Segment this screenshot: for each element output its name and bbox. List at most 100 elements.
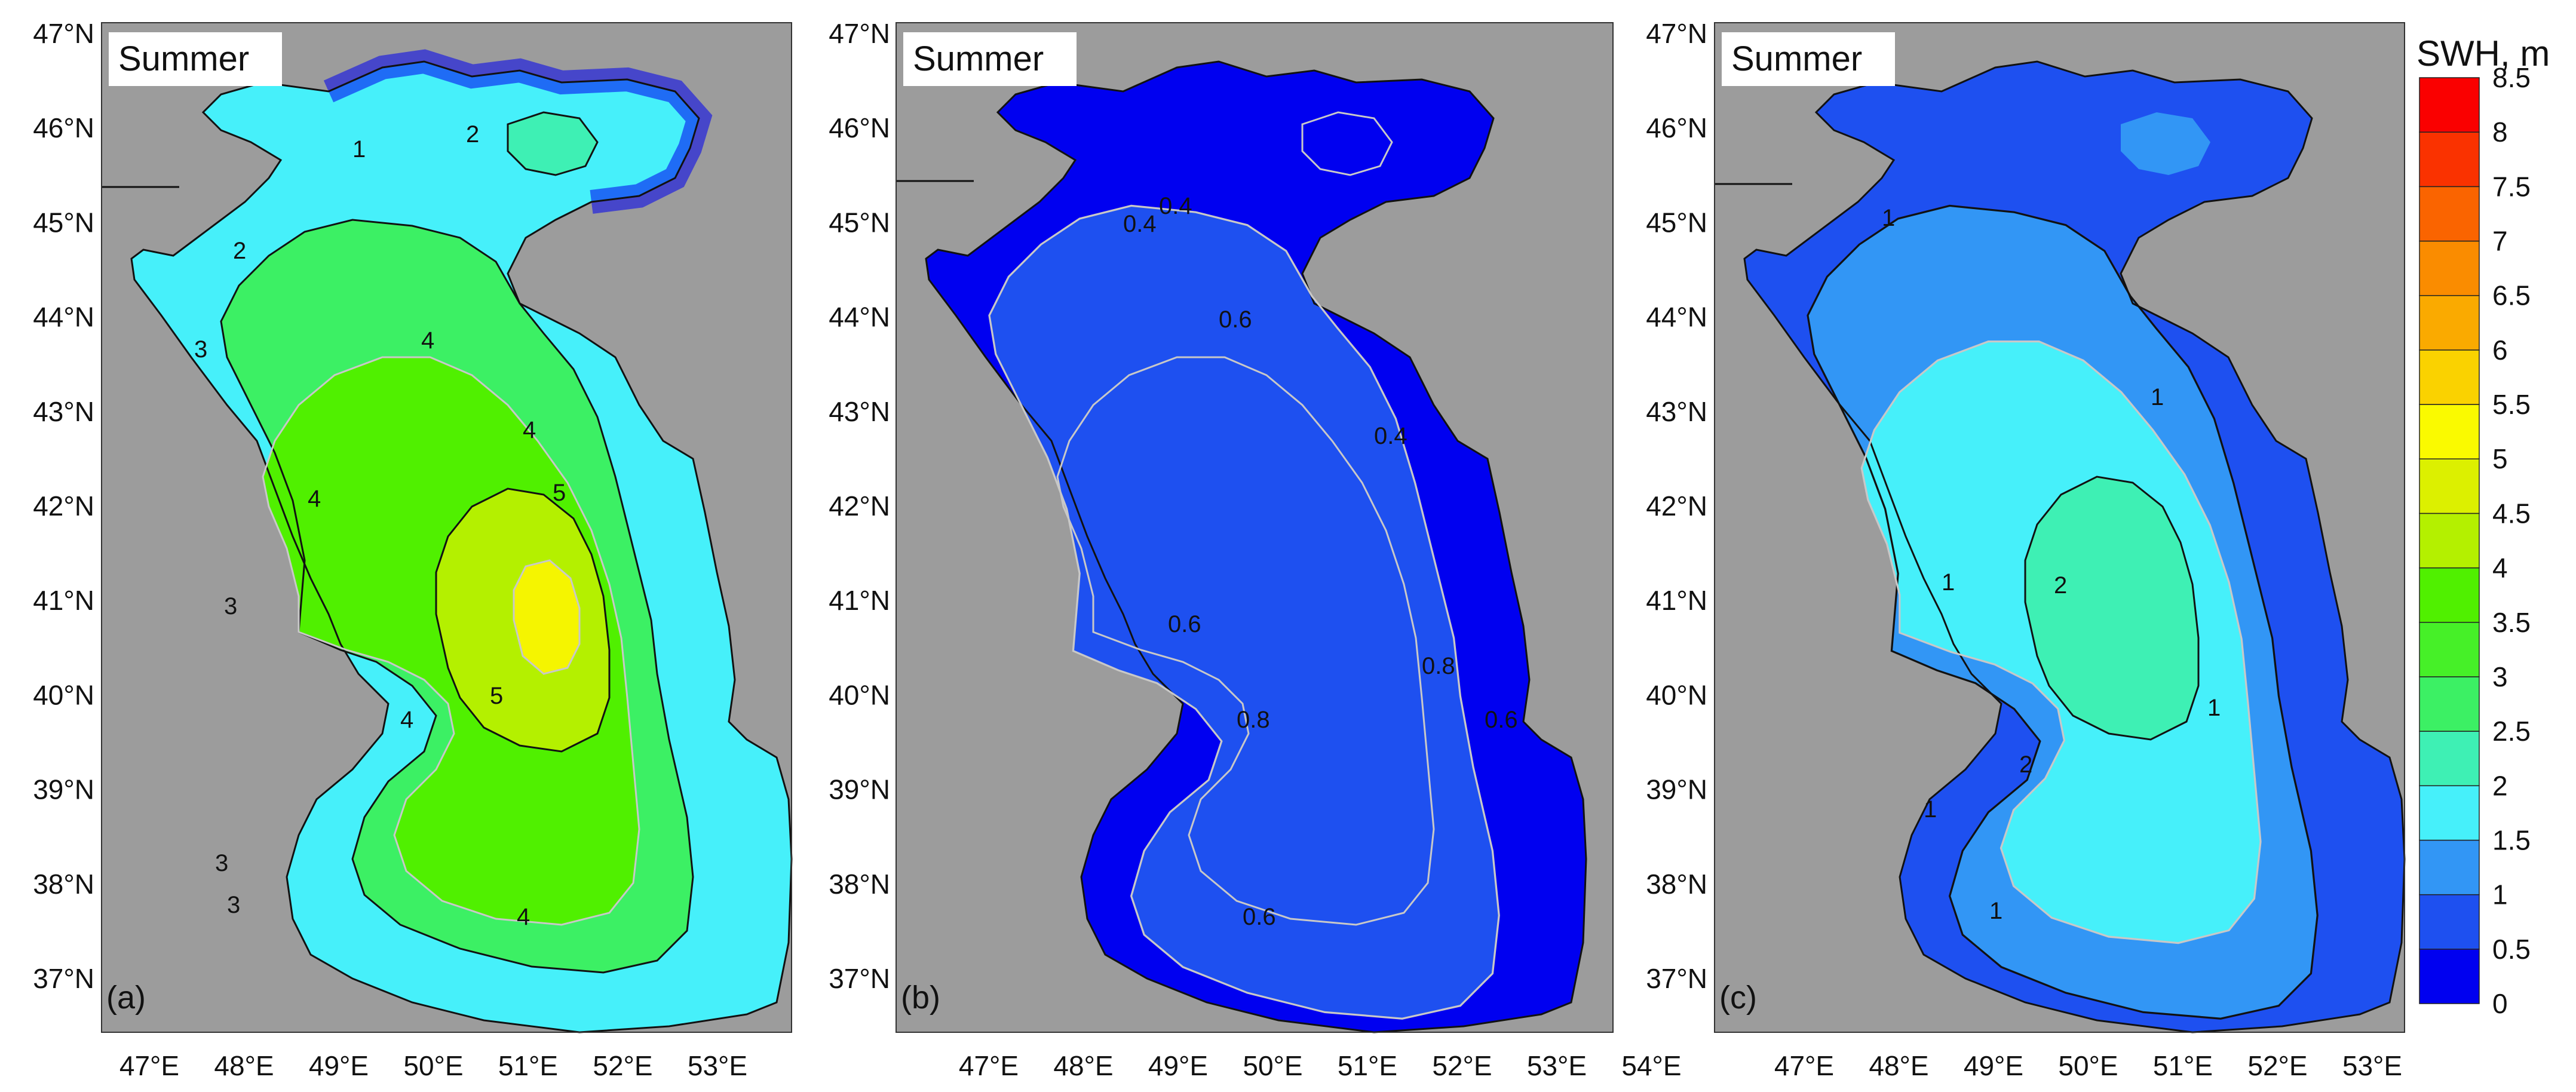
latitude-tick-label: 39°N <box>1646 774 1707 805</box>
contour-label: 1 <box>352 136 366 162</box>
colorbar-tick-label: 0.5 <box>2492 934 2531 965</box>
longitude-axis-b: 47°E 48°E 49°E 50°E 51°E 52°E 53°E 54°E <box>959 1050 1682 1081</box>
colorbar-swatch <box>2419 839 2480 895</box>
season-label-box <box>903 32 1077 86</box>
colorbar-swatches <box>2419 77 2480 1004</box>
contour-label: 0.8 <box>1422 653 1455 679</box>
contour-label: 3 <box>194 336 207 363</box>
colorbar-swatch <box>2419 458 2480 514</box>
colorbar-tick-label: 7 <box>2492 226 2508 257</box>
contour-label: 3 <box>224 593 237 619</box>
latitude-tick-label: 40°N <box>829 679 890 710</box>
panel-frame <box>101 22 792 1033</box>
contour-labels: 1 2 2 3 3 3 3 4 4 4 4 4 5 5 <box>194 121 566 930</box>
longitude-tick-label: 52°E <box>1432 1050 1492 1081</box>
contour-label: 2 <box>2019 751 2032 778</box>
contour-label: 4 <box>400 707 413 733</box>
colorbar-swatch <box>2419 240 2480 296</box>
contour-label: 0.6 <box>1485 707 1518 733</box>
latitude-tick-label: 44°N <box>33 302 94 333</box>
colorbar: SWH, m 0 0.5 1 1.5 2 2.5 3 3.5 4 4.5 5 5.5 6 6.5 7 7.5 8… <box>2416 33 2550 1019</box>
longitude-tick-label: 51°E <box>1338 1050 1397 1081</box>
contour-label: 1 <box>1989 898 2002 924</box>
colorbar-tick-label: 7.5 <box>2492 171 2531 202</box>
latitude-tick-label: 37°N <box>33 963 94 994</box>
longitude-axis-a: 47°E 48°E 49°E 50°E 51°E 52°E 53°E <box>119 1050 747 1081</box>
colorbar-tick-label: 3.5 <box>2492 607 2531 638</box>
latitude-tick-label: 40°N <box>1646 679 1707 710</box>
season-label: Summer <box>118 39 249 78</box>
contour-label: 1 <box>2207 695 2221 721</box>
contour-label: 2 <box>233 238 246 264</box>
contour-label: 1 <box>1882 205 1895 231</box>
colorbar-swatch <box>2419 295 2480 351</box>
contour-label: 1 <box>1942 569 1955 596</box>
season-label-box <box>1722 32 1895 86</box>
panel-c: 1 1 1 1 1 1 2 2 Summer (c) <box>1714 22 2406 1033</box>
colorbar-tick-label: 8 <box>2492 116 2508 148</box>
latitude-tick-label: 47°N <box>1646 18 1707 49</box>
season-label: Summer <box>913 39 1044 78</box>
colorbar-swatch <box>2419 186 2480 242</box>
longitude-tick-label: 47°E <box>959 1050 1019 1081</box>
colorbar-swatch <box>2419 785 2480 841</box>
colorbar-swatch <box>2419 731 2480 787</box>
contour-label: 0.4 <box>1374 423 1407 449</box>
contour-label: 0.4 <box>1123 211 1157 237</box>
contour-label: 5 <box>553 480 566 506</box>
contour-label: 2 <box>466 121 479 148</box>
colorbar-tick-label: 0 <box>2492 988 2508 1019</box>
longitude-tick-label: 50°E <box>2058 1050 2118 1081</box>
latitude-tick-label: 47°N <box>829 18 890 49</box>
longitude-tick-label: 53°E <box>688 1050 747 1081</box>
latitude-tick-label: 46°N <box>1646 112 1707 143</box>
longitude-tick-label: 48°E <box>1869 1050 1928 1081</box>
longitude-tick-label: 52°E <box>2247 1050 2307 1081</box>
longitude-tick-label: 53°E <box>2342 1050 2402 1081</box>
colorbar-swatch <box>2419 894 2480 950</box>
contour-label: 0.6 <box>1168 611 1201 637</box>
longitude-tick-label: 49°E <box>1964 1050 2023 1081</box>
colorbar-tick-label: 6.5 <box>2492 280 2531 311</box>
latitude-axis-c: 47°N 46°N 45°N 44°N 43°N 42°N 41°N 40°N 39°N 38°N… <box>1646 18 1707 994</box>
contour-label: 0.8 <box>1237 707 1270 733</box>
latitude-tick-label: 44°N <box>829 302 890 333</box>
colorbar-swatch <box>2419 567 2480 623</box>
latitude-tick-label: 42°N <box>829 490 890 522</box>
contour-label: 5 <box>490 683 503 709</box>
contour-labels: 0.4 0.6 0.6 0.6 0.6 0.8 0.8 0.4 0.4 <box>1123 193 1518 930</box>
colorbar-tick-label: 4.5 <box>2492 498 2531 529</box>
latitude-tick-label: 37°N <box>829 963 890 994</box>
latitude-tick-label: 38°N <box>33 869 94 900</box>
latitude-tick-label: 38°N <box>1646 869 1707 900</box>
contour-label: 3 <box>215 850 228 876</box>
latitude-tick-label: 45°N <box>1646 207 1707 238</box>
colorbar-tick-label: 4 <box>2492 553 2508 584</box>
longitude-tick-label: 52°E <box>593 1050 652 1081</box>
colorbar-tick-label: 6 <box>2492 335 2508 366</box>
contour-label: 4 <box>308 486 321 512</box>
longitude-tick-label: 48°E <box>1053 1050 1113 1081</box>
longitude-tick-label: 50°E <box>1243 1050 1302 1081</box>
latitude-tick-label: 41°N <box>33 585 94 616</box>
latitude-axis-b: 47°N 46°N 45°N 44°N 43°N 42°N 41°N 40°N 39°N 38°N… <box>829 18 890 994</box>
latitude-tick-label: 43°N <box>1646 396 1707 427</box>
colorbar-swatch <box>2419 676 2480 732</box>
longitude-tick-label: 47°E <box>1774 1050 1834 1081</box>
latitude-tick-label: 47°N <box>33 18 94 49</box>
latitude-tick-label: 45°N <box>33 207 94 238</box>
longitude-tick-label: 54°E <box>1621 1050 1681 1081</box>
latitude-tick-label: 45°N <box>829 207 890 238</box>
colorbar-labels: 0 0.5 1 1.5 2 2.5 3 3.5 4 4.5 5 5.5 6 6.5 7 7.5 8 8.5 <box>2492 62 2531 1019</box>
colorbar-swatch <box>2419 404 2480 459</box>
longitude-tick-label: 48°E <box>214 1050 274 1081</box>
panel-tag: (a) <box>106 980 146 1016</box>
longitude-tick-label: 49°E <box>309 1050 369 1081</box>
season-label-box <box>109 32 282 86</box>
longitude-tick-label: 51°E <box>498 1050 558 1081</box>
longitude-tick-label: 51°E <box>2153 1050 2213 1081</box>
colorbar-swatch <box>2419 949 2480 1004</box>
latitude-tick-label: 42°N <box>33 490 94 522</box>
latitude-tick-label: 41°N <box>829 585 890 616</box>
colorbar-swatch <box>2419 622 2480 677</box>
